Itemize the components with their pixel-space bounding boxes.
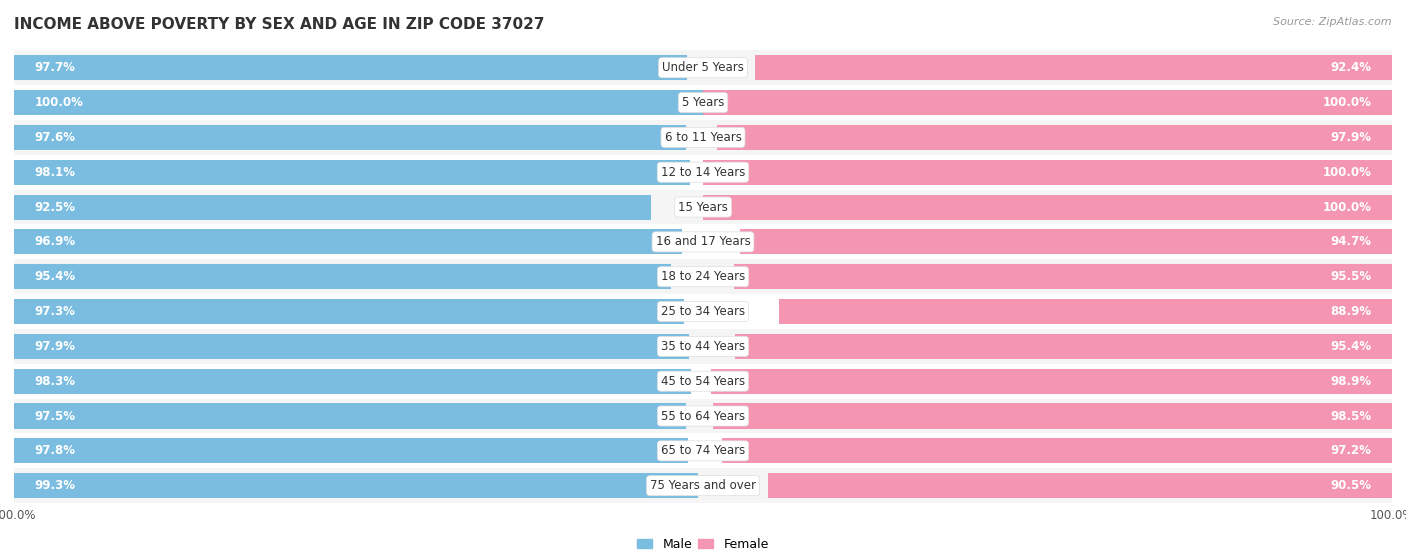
Text: 97.7%: 97.7%	[35, 61, 76, 74]
Text: 95.4%: 95.4%	[1330, 340, 1371, 353]
Text: 16 and 17 Years: 16 and 17 Years	[655, 235, 751, 248]
Bar	[14, 264, 671, 289]
Bar	[14, 120, 1392, 155]
Text: 90.5%: 90.5%	[1330, 479, 1371, 492]
Bar	[14, 473, 699, 498]
Text: 18 to 24 Years: 18 to 24 Years	[661, 270, 745, 283]
Text: 25 to 34 Years: 25 to 34 Years	[661, 305, 745, 318]
Legend: Male, Female: Male, Female	[633, 533, 773, 556]
Text: 99.3%: 99.3%	[35, 479, 76, 492]
Bar	[14, 433, 1392, 468]
Bar	[14, 125, 686, 150]
Bar	[735, 334, 1392, 359]
Text: 97.3%: 97.3%	[35, 305, 76, 318]
Bar	[14, 438, 688, 463]
Text: 15 Years: 15 Years	[678, 201, 728, 214]
Bar	[14, 404, 686, 429]
Bar	[14, 160, 690, 185]
Bar	[703, 160, 1392, 185]
Bar	[14, 55, 688, 80]
Bar	[713, 404, 1392, 429]
Bar	[14, 299, 685, 324]
Text: 98.1%: 98.1%	[35, 165, 76, 179]
Text: 98.3%: 98.3%	[35, 375, 76, 388]
Bar	[14, 259, 1392, 294]
Text: 98.5%: 98.5%	[1330, 410, 1371, 423]
Bar	[14, 195, 651, 220]
Bar	[755, 55, 1392, 80]
Bar	[734, 264, 1392, 289]
Text: 97.9%: 97.9%	[1330, 131, 1371, 144]
Bar	[14, 364, 1392, 399]
Bar	[740, 229, 1392, 254]
Bar	[14, 399, 1392, 433]
Bar	[14, 329, 1392, 364]
Text: 100.0%: 100.0%	[1323, 201, 1371, 214]
Text: 100.0%: 100.0%	[35, 96, 83, 109]
Text: 95.5%: 95.5%	[1330, 270, 1371, 283]
Text: 6 to 11 Years: 6 to 11 Years	[665, 131, 741, 144]
Text: 97.9%: 97.9%	[35, 340, 76, 353]
Bar	[769, 473, 1392, 498]
Text: 100.0%: 100.0%	[1323, 165, 1371, 179]
Text: 97.2%: 97.2%	[1330, 444, 1371, 457]
Bar	[717, 125, 1392, 150]
Text: 5 Years: 5 Years	[682, 96, 724, 109]
Text: 100.0%: 100.0%	[1323, 96, 1371, 109]
Text: 55 to 64 Years: 55 to 64 Years	[661, 410, 745, 423]
Text: 98.9%: 98.9%	[1330, 375, 1371, 388]
Bar	[703, 195, 1392, 220]
Bar	[14, 468, 1392, 503]
Bar	[14, 229, 682, 254]
Bar	[14, 225, 1392, 259]
Text: 97.5%: 97.5%	[35, 410, 76, 423]
Bar	[779, 299, 1392, 324]
Text: 96.9%: 96.9%	[35, 235, 76, 248]
Text: 12 to 14 Years: 12 to 14 Years	[661, 165, 745, 179]
Text: 45 to 54 Years: 45 to 54 Years	[661, 375, 745, 388]
Bar	[14, 85, 1392, 120]
Bar	[14, 190, 1392, 225]
Text: 97.8%: 97.8%	[35, 444, 76, 457]
Bar	[710, 368, 1392, 394]
Bar	[14, 294, 1392, 329]
Text: 92.5%: 92.5%	[35, 201, 76, 214]
Text: Source: ZipAtlas.com: Source: ZipAtlas.com	[1274, 17, 1392, 27]
Text: 94.7%: 94.7%	[1330, 235, 1371, 248]
Bar	[723, 438, 1392, 463]
Text: INCOME ABOVE POVERTY BY SEX AND AGE IN ZIP CODE 37027: INCOME ABOVE POVERTY BY SEX AND AGE IN Z…	[14, 17, 544, 32]
Text: 75 Years and over: 75 Years and over	[650, 479, 756, 492]
Text: 35 to 44 Years: 35 to 44 Years	[661, 340, 745, 353]
Bar	[14, 334, 689, 359]
Text: 95.4%: 95.4%	[35, 270, 76, 283]
Text: 92.4%: 92.4%	[1330, 61, 1371, 74]
Text: 97.6%: 97.6%	[35, 131, 76, 144]
Bar	[14, 368, 692, 394]
Text: 88.9%: 88.9%	[1330, 305, 1371, 318]
Bar	[14, 50, 1392, 85]
Bar	[14, 90, 703, 115]
Text: 65 to 74 Years: 65 to 74 Years	[661, 444, 745, 457]
Bar	[14, 155, 1392, 190]
Bar	[703, 90, 1392, 115]
Text: Under 5 Years: Under 5 Years	[662, 61, 744, 74]
